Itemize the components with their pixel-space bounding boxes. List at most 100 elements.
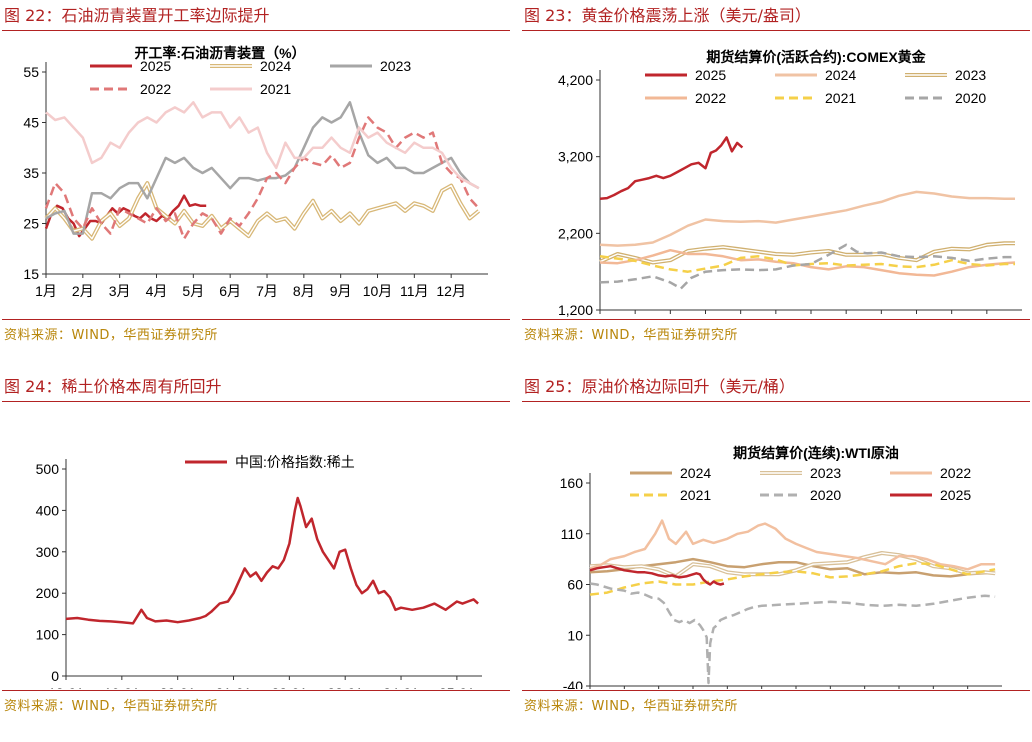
legend-label: 2024 [825, 67, 856, 83]
y-tick-label: 60 [567, 577, 583, 593]
legend-item: 2022 [645, 90, 726, 106]
legend-label: 2022 [140, 81, 171, 97]
y-tick-label: 10 [567, 627, 583, 643]
series-line [599, 136, 744, 201]
x-tick-label: 6月 [219, 283, 241, 299]
y-tick-label: 0 [51, 668, 59, 684]
legend-item: 2020 [760, 487, 841, 503]
series-line [589, 557, 996, 578]
legend-label: 2023 [810, 465, 841, 481]
series-line [589, 561, 996, 596]
y-tick-label: 2,200 [558, 225, 593, 241]
chart-title: 开工率:石油沥青装置（%） [134, 45, 305, 61]
legend-item: 2024 [630, 465, 711, 481]
x-tick-label: 4月 [146, 283, 168, 299]
legend-item: 2025 [90, 58, 171, 74]
caption-rule [2, 30, 510, 31]
series-line [589, 519, 996, 571]
series-line [44, 194, 207, 238]
legend-item: 2021 [775, 90, 856, 106]
legend-item: 中国:价格指数:稀土 [185, 454, 355, 470]
series-line [599, 241, 1015, 265]
legend-label: 2024 [680, 465, 711, 481]
x-tick-label: 19-01 [104, 685, 140, 689]
legend-label: 2024 [260, 58, 291, 74]
chart-panel-3: 图 24：稀土价格本周有所回升 500 400 300 200 100 018-01 19-… [0, 371, 516, 742]
legend-label: 中国:价格指数:稀土 [235, 454, 355, 470]
series-line [44, 116, 480, 240]
x-tick-label: 7月 [256, 283, 278, 299]
legend-label: 2021 [825, 90, 856, 106]
legend-label: 2022 [695, 90, 726, 106]
source-note: 资料来源：WIND，华西证券研究所 [4, 699, 218, 714]
chart-panel-2: 图 23：黄金价格震荡上涨（美元/盎司） 期货结算价(活跃合约):COMEX黄金… [520, 0, 1032, 371]
source-note: 资料来源：WIND，华西证券研究所 [4, 328, 218, 343]
rare-earth-index-chart: 500 400 300 200 100 018-01 19-01 20-01 21-01 22-0… [36, 454, 482, 689]
series-line [599, 190, 1015, 247]
y-tick-label: 55 [23, 64, 39, 80]
x-tick-label: 8月 [293, 283, 315, 299]
legend-item: 2021 [630, 487, 711, 503]
y-tick-label: 25 [23, 216, 39, 232]
y-tick-label: -40 [563, 678, 583, 689]
y-tick-label: 4,200 [558, 72, 593, 88]
wti-crude-chart: 期货结算价(连续):WTI原油1601106010-401月2月3月4月5月6月… [560, 445, 1002, 689]
legend-item: 2020 [905, 90, 986, 106]
y-tick-label: 200 [36, 585, 60, 601]
footer-rule [2, 319, 510, 320]
legend-item: 2024 [210, 58, 291, 74]
footer-rule [522, 690, 1030, 691]
series-line [599, 248, 1016, 277]
series-line [589, 564, 725, 586]
legend-item: 2024 [775, 67, 856, 83]
x-tick-label: 9月 [330, 283, 352, 299]
gold-price-chart: 期货结算价(活跃合约):COMEX黄金4,2003,2002,2001,2001… [558, 49, 1022, 318]
series-line [589, 551, 996, 579]
figure-caption: 图 24：稀土价格本周有所回升 [4, 377, 222, 396]
x-tick-label: 2月 [72, 283, 94, 299]
legend-label: 2023 [955, 67, 986, 83]
figure-caption: 图 22：石油沥青装置开工率边际提升 [4, 6, 270, 25]
y-tick-label: 110 [561, 526, 584, 542]
x-tick-label: 1月 [35, 283, 57, 299]
x-tick-label: 23-01 [327, 685, 363, 689]
caption-rule [522, 30, 1030, 31]
caption-rule [522, 401, 1030, 402]
legend-item: 2023 [905, 67, 986, 83]
x-tick-label: 22-01 [271, 685, 307, 689]
y-tick-label: 100 [36, 627, 60, 643]
series-line [599, 243, 1015, 290]
series-line [45, 101, 480, 235]
legend-label: 2023 [380, 58, 411, 74]
x-tick-label: 24-01 [383, 685, 419, 689]
legend-label: 2025 [695, 67, 726, 83]
legend-item: 2023 [330, 58, 411, 74]
x-tick-label: 5月 [182, 283, 204, 299]
y-tick-label: 1,200 [558, 302, 593, 318]
x-tick-label: 20-01 [160, 685, 196, 689]
legend-item: 2021 [210, 81, 291, 97]
legend-label: 2020 [810, 487, 841, 503]
y-tick-label: 35 [23, 165, 39, 181]
y-tick-label: 400 [36, 502, 60, 518]
series-line [589, 582, 996, 685]
figure-caption: 图 25：原油价格边际回升（美元/桶） [524, 377, 795, 396]
figure-caption: 图 23：黄金价格震荡上涨（美元/盎司） [524, 6, 811, 25]
series-line [65, 496, 479, 625]
x-tick-label: 21-01 [216, 685, 252, 689]
legend-label: 2022 [940, 465, 971, 481]
series-line [599, 255, 1015, 273]
y-tick-label: 3,200 [558, 149, 593, 165]
legend-label: 2021 [260, 81, 291, 97]
legend-label: 2020 [955, 90, 986, 106]
legend-item: 2022 [90, 81, 171, 97]
legend-label: 2025 [940, 487, 971, 503]
series-line [45, 101, 480, 190]
chart-title: 期货结算价(连续):WTI原油 [733, 445, 899, 461]
chart-panel-1: 图 22：石油沥青装置开工率边际提升 开工率:石油沥青装置（%） 55 45 35 25… [0, 0, 516, 371]
legend-item: 2023 [760, 465, 841, 481]
footer-rule [2, 690, 510, 691]
y-tick-label: 300 [36, 544, 60, 560]
chart-panel-4: 图 25：原油价格边际回升（美元/桶） 期货结算价(连续):WTI原油 160 11… [520, 371, 1032, 742]
